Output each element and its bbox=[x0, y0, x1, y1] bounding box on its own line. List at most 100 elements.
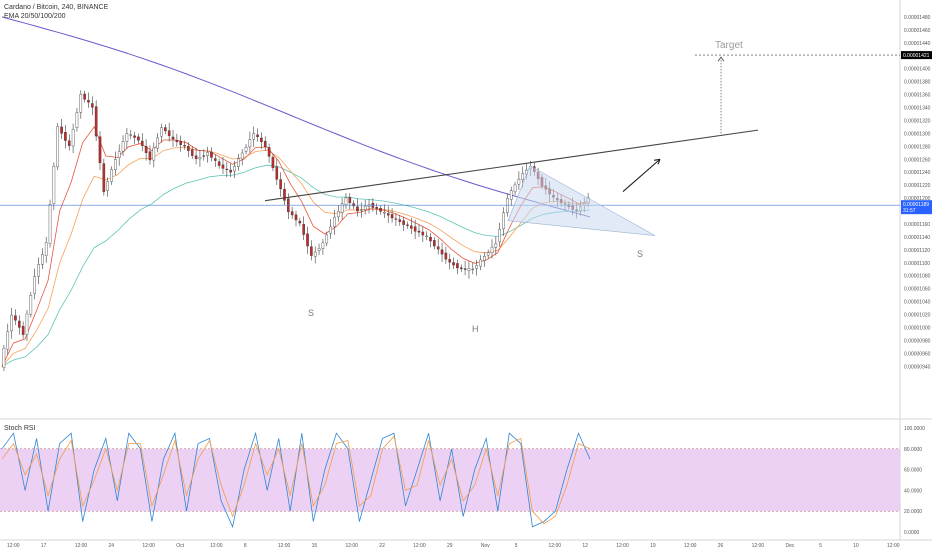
price-tick-label: 0.00001340 bbox=[904, 106, 931, 112]
candle-body bbox=[417, 230, 421, 233]
candle-body bbox=[190, 149, 194, 156]
rsi-tick-label: 20.0000 bbox=[904, 509, 922, 515]
candle-body bbox=[129, 134, 133, 136]
time-tick-label: 12:00 bbox=[7, 543, 20, 549]
price-tick-label: 0.00001460 bbox=[904, 28, 931, 34]
candle-body bbox=[133, 135, 136, 138]
indicator-legend: EMA 20/50/100/200 bbox=[4, 13, 66, 20]
rsi-tick-label: 80.0000 bbox=[904, 447, 922, 453]
time-tick-label: 12:00 bbox=[413, 543, 426, 549]
time-tick-label: 12:00 bbox=[345, 543, 358, 549]
time-tick-label: 15 bbox=[312, 543, 318, 549]
time-tick-label: 12:00 bbox=[616, 543, 629, 549]
candle-body bbox=[240, 152, 244, 160]
triangle-pattern[interactable] bbox=[507, 165, 656, 236]
candle-body bbox=[294, 214, 298, 221]
time-tick-label: 17 bbox=[41, 543, 47, 549]
candle-body bbox=[471, 268, 475, 271]
breakout-arrow-head bbox=[653, 158, 661, 165]
price-tick-label: 0.00000980 bbox=[904, 338, 931, 344]
candle-body bbox=[390, 214, 394, 219]
price-tick-label: 0.00000940 bbox=[904, 364, 931, 370]
candle-body bbox=[356, 206, 359, 212]
candle-body bbox=[10, 314, 13, 332]
candle-body bbox=[98, 136, 102, 164]
candle-body bbox=[248, 139, 252, 148]
candle-body bbox=[114, 159, 117, 170]
candle-body bbox=[352, 203, 355, 207]
candle-body bbox=[440, 249, 444, 255]
time-tick-label: 5 bbox=[515, 543, 518, 549]
candle-body bbox=[329, 226, 332, 234]
price-tick-label: 0.00001160 bbox=[904, 222, 930, 228]
candle-body bbox=[521, 173, 525, 181]
candle-body bbox=[406, 224, 409, 226]
candle-body bbox=[213, 158, 217, 161]
candle-body bbox=[383, 212, 386, 214]
left-shoulder-label: S bbox=[308, 308, 314, 318]
candle-body bbox=[33, 276, 36, 294]
candle-body bbox=[44, 242, 48, 256]
candle-body bbox=[64, 132, 67, 141]
time-tick-label: 12 bbox=[582, 543, 588, 549]
candle-body bbox=[444, 252, 448, 260]
countdown-text: 31:57 bbox=[903, 208, 916, 214]
candle-body bbox=[60, 126, 63, 134]
time-tick-label: 12:00 bbox=[752, 543, 765, 549]
candle-body bbox=[110, 169, 113, 182]
candle-body bbox=[21, 326, 25, 335]
candle-body bbox=[452, 262, 455, 266]
candle-body bbox=[6, 331, 10, 350]
candle-body bbox=[486, 252, 490, 256]
candle-body bbox=[237, 158, 240, 167]
candle-body bbox=[198, 157, 202, 160]
ema-100-line bbox=[1, 164, 591, 367]
candle-body bbox=[106, 181, 109, 191]
neckline-trendline[interactable] bbox=[264, 129, 759, 202]
candle-body bbox=[402, 220, 405, 225]
price-tick-label: 0.00001200 bbox=[904, 196, 931, 202]
ema-200-line bbox=[1, 16, 591, 218]
candle-body bbox=[167, 130, 171, 137]
candle-body bbox=[317, 248, 321, 252]
candle-body bbox=[121, 141, 125, 152]
candle-body bbox=[340, 203, 344, 213]
axis-layer: 0.00001480 0.00001460 0.00001440 0.00001400… bbox=[7, 15, 932, 549]
time-tick-label: 12:00 bbox=[278, 543, 291, 549]
candle-body bbox=[187, 146, 190, 151]
candle-body bbox=[325, 234, 329, 244]
candle-body bbox=[433, 240, 436, 247]
target-price-badge bbox=[901, 51, 932, 60]
time-tick-label: 10 bbox=[853, 543, 859, 549]
candle-body bbox=[256, 134, 259, 138]
candle-body bbox=[144, 146, 148, 153]
candle-body bbox=[302, 224, 305, 235]
candle-body bbox=[479, 259, 482, 267]
candle-body bbox=[140, 140, 144, 146]
price-tick-label: 0.00001300 bbox=[904, 131, 931, 137]
candle-body bbox=[283, 188, 286, 201]
candle-body bbox=[263, 140, 267, 148]
candle-body bbox=[206, 152, 209, 156]
candle-body bbox=[502, 212, 505, 230]
time-tick-label: 12:00 bbox=[684, 543, 697, 549]
candle-body bbox=[413, 226, 417, 232]
candle-body bbox=[87, 100, 90, 103]
breakout-arrow[interactable] bbox=[622, 158, 661, 193]
candle-body bbox=[467, 268, 471, 271]
candle-body bbox=[321, 242, 325, 249]
price-tick-label: 0.00001020 bbox=[904, 313, 931, 319]
price-tick-label: 0.00001480 bbox=[904, 15, 931, 21]
candle-body bbox=[379, 208, 382, 212]
price-tick-label: 0.00001380 bbox=[904, 80, 931, 86]
time-tick-label: 19 bbox=[650, 543, 656, 549]
candle-body bbox=[344, 197, 348, 206]
time-tick-label: Nov bbox=[481, 543, 490, 549]
price-tick-label: 0.00001080 bbox=[904, 274, 931, 280]
price-tick-label: 0.00001240 bbox=[904, 170, 931, 176]
rsi-band bbox=[0, 448, 900, 512]
candle-body bbox=[425, 235, 428, 238]
right-shoulder-label: S bbox=[637, 249, 643, 259]
